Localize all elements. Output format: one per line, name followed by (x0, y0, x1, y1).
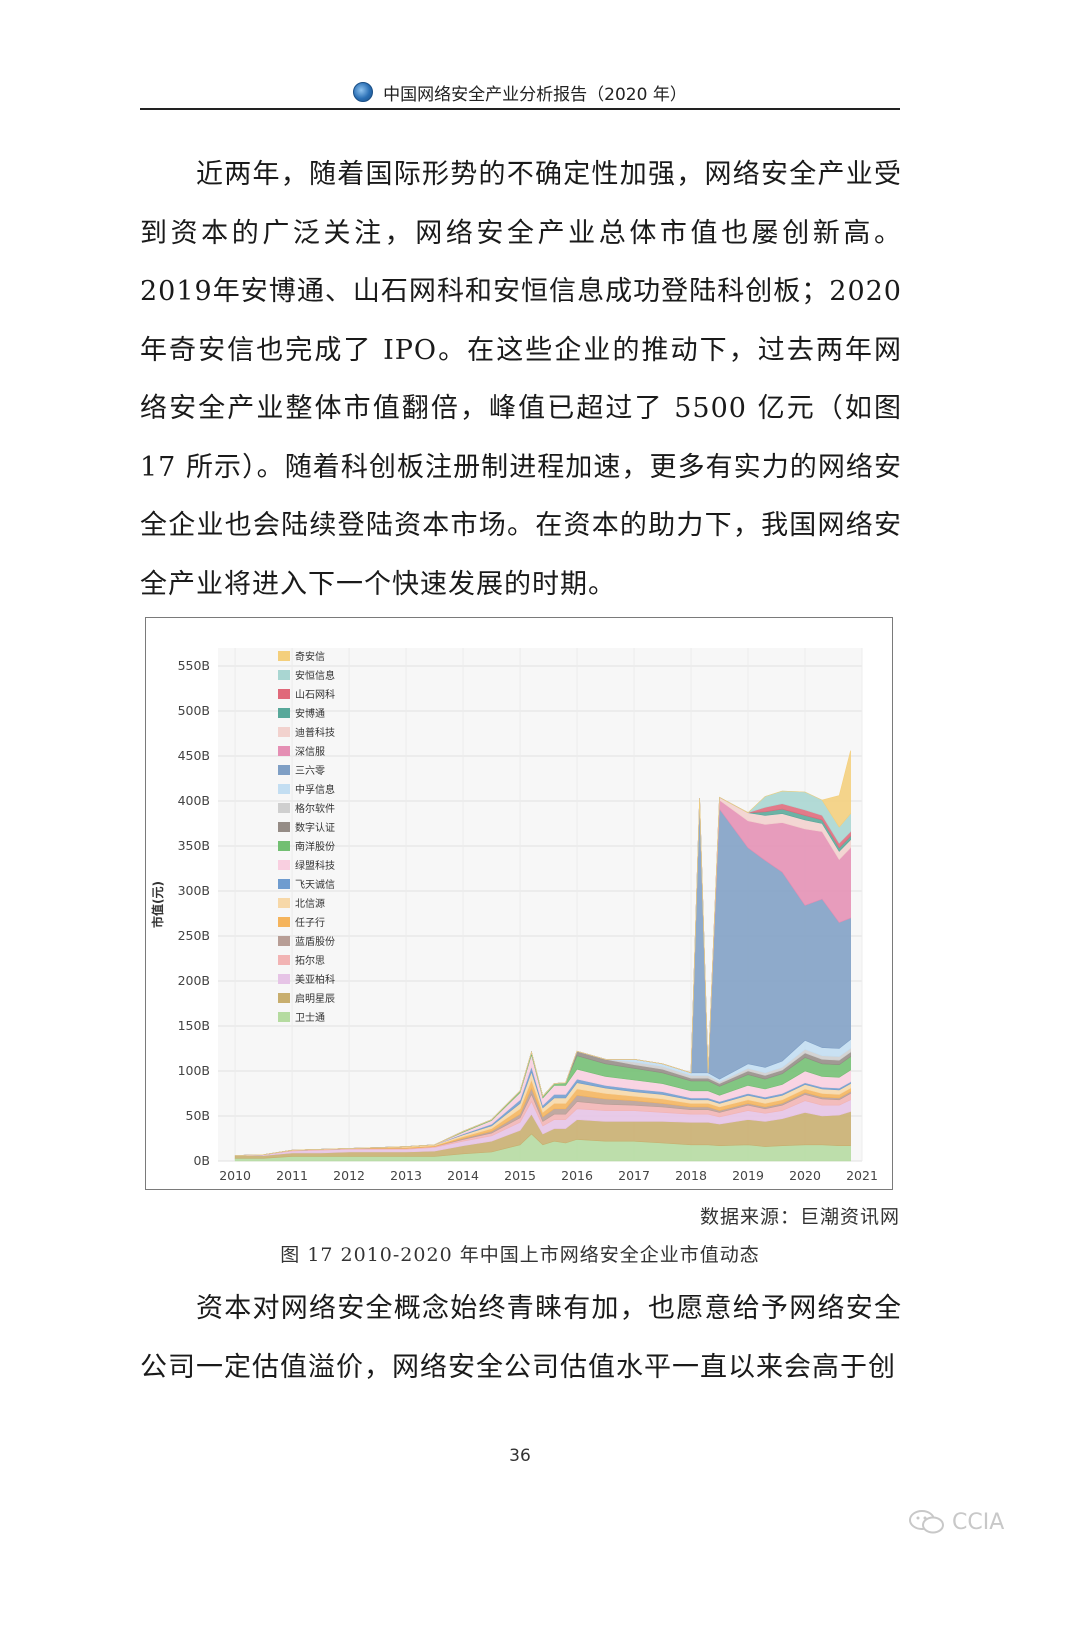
legend-swatch (278, 917, 290, 927)
chart-svg: 0B 50B 100B 150B 200B 250B 300B 350B 400B 450B 500… (150, 648, 878, 1183)
wechat-icon (909, 1510, 944, 1534)
legend-swatch (278, 993, 290, 1003)
legend-swatch (278, 1012, 290, 1022)
legend-label: 绿盟科技 (295, 859, 335, 872)
legend-swatch (278, 803, 290, 813)
y-axis-label: 市值(元) (150, 881, 165, 928)
y-tick-label: 300B (178, 883, 210, 898)
legend-label: 迪普科技 (295, 726, 335, 739)
x-tick-label: 2014 (447, 1168, 479, 1183)
paragraph-text-1: 近两年，随着国际形势的不确定性加强，网络安全产业受到资本的广泛关注，网络安全产业… (140, 159, 902, 600)
x-tick-label: 2019 (732, 1168, 764, 1183)
legend-swatch (278, 784, 290, 794)
x-tick-label: 2017 (618, 1168, 650, 1183)
area-series (235, 750, 851, 1156)
legend-label: 拓尔思 (295, 954, 325, 967)
legend-label: 奇安信 (295, 650, 325, 663)
legend-label: 任子行 (295, 916, 325, 929)
legend-label: 中孚信息 (295, 783, 335, 796)
legend-swatch (278, 765, 290, 775)
legend-label: 安博通 (295, 707, 325, 720)
y-tick-label: 0B (193, 1153, 210, 1168)
x-tick-label: 2018 (675, 1168, 707, 1183)
y-tick-label: 400B (178, 793, 210, 808)
figure-caption: 图 17 2010-2020 年中国上市网络安全企业市值动态 (280, 1244, 760, 1266)
legend-label: 飞天诚信 (295, 879, 335, 891)
x-tick-label: 2016 (561, 1168, 593, 1183)
legend-label: 安恒信息 (295, 669, 335, 682)
y-tick-label: 550B (178, 658, 210, 673)
legend-swatch (278, 822, 290, 832)
x-tick-label: 2010 (219, 1168, 251, 1183)
y-tick-label: 200B (178, 973, 210, 988)
legend-label: 北信源 (295, 897, 325, 910)
x-tick-label: 2020 (789, 1168, 821, 1183)
watermark-text: CCIA (952, 1509, 1005, 1535)
report-header: 中国网络安全产业分析报告（2020 年） (140, 74, 900, 110)
page-number: 36 (509, 1446, 531, 1466)
legend-label: 数字认证 (295, 821, 335, 834)
x-tick-label: 2012 (333, 1168, 365, 1183)
y-tick-label: 150B (178, 1018, 210, 1033)
legend-swatch (278, 879, 290, 889)
legend-swatch (278, 860, 290, 870)
legend-swatch (278, 727, 290, 737)
legend-swatch (278, 689, 290, 699)
legend-label: 卫士通 (295, 1011, 325, 1024)
watermark: CCIA (908, 1509, 1004, 1535)
legend-swatch (278, 898, 290, 908)
report-title: 中国网络安全产业分析报告（2020 年） (383, 84, 687, 105)
y-tick-label: 350B (178, 838, 210, 853)
legend-swatch (278, 974, 290, 984)
legend-label: 美亚柏科 (295, 973, 335, 986)
legend-swatch (278, 651, 290, 661)
legend-label: 蓝盾股份 (295, 936, 335, 948)
legend-label: 山石网科 (295, 688, 335, 701)
paragraph-text-2: 资本对网络安全概念始终青睐有加，也愿意给予网络安全公司一定估值溢价，网络安全公司… (140, 1293, 902, 1383)
figure-source: 数据来源：巨潮资讯网 (699, 1206, 900, 1228)
x-tick-label: 2011 (276, 1168, 308, 1183)
legend-swatch (278, 708, 290, 718)
legend-label: 三六零 (295, 765, 325, 777)
y-tick-label: 100B (178, 1063, 210, 1078)
legend-swatch (278, 670, 290, 680)
legend-label: 深信服 (295, 746, 325, 758)
y-tick-label: 500B (178, 703, 210, 718)
report-logo-icon (353, 82, 374, 102)
legend-swatch (278, 746, 290, 756)
market-cap-chart: 0B 50B 100B 150B 200B 250B 300B 350B 400B 450B 500… (145, 617, 893, 1190)
x-tick-label: 2013 (390, 1168, 422, 1183)
y-tick-label: 50B (186, 1108, 210, 1123)
x-tick-label: 2021 (846, 1168, 878, 1183)
header-divider (140, 108, 900, 110)
x-tick-label: 2015 (504, 1168, 536, 1183)
legend-swatch (278, 955, 290, 965)
legend-label: 启明星辰 (295, 992, 335, 1005)
body-paragraph-1: 近两年，随着国际形势的不确定性加强，网络安全产业受到资本的广泛关注，网络安全产业… (140, 146, 902, 614)
body-paragraph-2: 资本对网络安全概念始终青睐有加，也愿意给予网络安全公司一定估值溢价，网络安全公司… (140, 1280, 902, 1397)
legend-swatch (278, 841, 290, 851)
legend-label: 南洋股份 (295, 840, 335, 853)
legend-label: 格尔软件 (295, 802, 335, 815)
y-tick-label: 250B (178, 928, 210, 943)
y-tick-label: 450B (178, 748, 210, 763)
legend-swatch (278, 936, 290, 946)
